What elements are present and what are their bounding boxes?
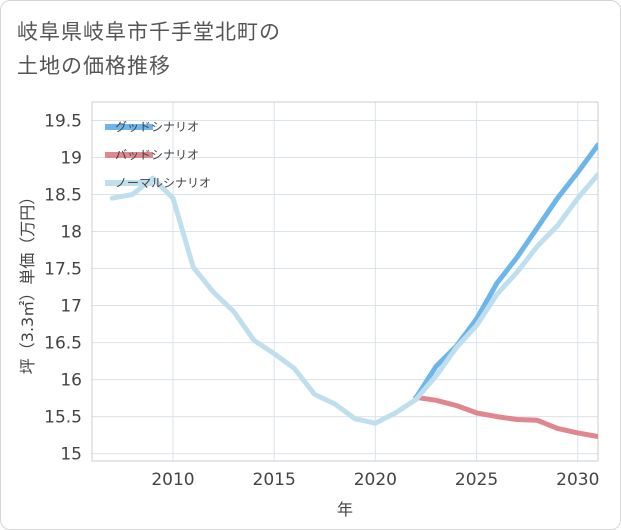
y-tick-label: 19 [60, 149, 82, 169]
grid-lines [92, 102, 598, 461]
title-line-2: 土地の価格推移 [17, 54, 171, 78]
series-line-normal [109, 172, 598, 426]
x-tick-label: 2010 [151, 470, 194, 490]
x-tick-label: 2030 [556, 470, 599, 490]
series-line-good [413, 142, 598, 401]
y-tick-label: 15.5 [44, 408, 82, 428]
plot-border [91, 101, 599, 462]
x-tick-label: 2020 [354, 470, 397, 490]
x-tick-label: 2015 [253, 470, 296, 490]
y-tick-label: 16.5 [44, 334, 82, 354]
legend-label-good: グッドシナリオ [115, 120, 199, 134]
plot-area [92, 102, 598, 461]
y-tick-label: 16 [60, 371, 82, 391]
series-line-bad [413, 394, 598, 440]
x-axis-label: 年 [337, 500, 353, 519]
y-tick-label: 15 [60, 445, 82, 465]
title-line-1: 岐阜県岐阜市千手堂北町の [17, 20, 281, 44]
y-tick-label: 18.5 [44, 186, 82, 206]
chart-title: 岐阜県岐阜市千手堂北町の 土地の価格推移 [17, 15, 397, 83]
y-tick-label: 19.5 [44, 112, 82, 132]
legend-label-bad: バッドシナリオ [115, 148, 199, 162]
axis-ticks: 15 15.5 16 16.5 17 17.5 18 18.5 19 19.5 2010 2015 20… [44, 112, 599, 490]
y-tick-label: 17.5 [44, 260, 82, 280]
y-tick-label: 17 [60, 297, 82, 317]
legend-label-normal: ノーマルシナリオ [115, 176, 211, 190]
series-lines [109, 142, 598, 440]
y-axis-label: 坪（3.3㎡）単価（万円） [18, 189, 37, 374]
x-tick-label: 2025 [455, 470, 498, 490]
y-tick-label: 18 [60, 223, 82, 243]
